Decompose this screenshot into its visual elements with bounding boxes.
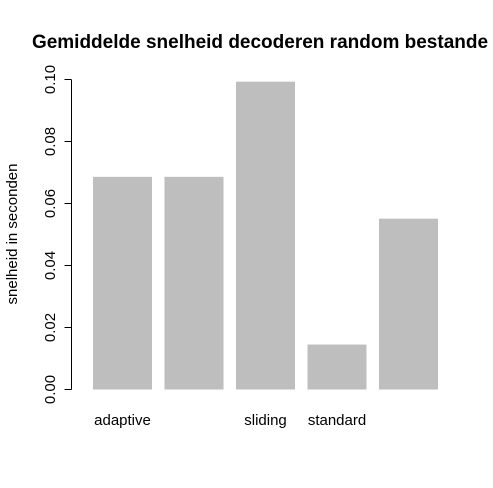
x-tick-label: adaptive xyxy=(94,412,151,429)
x-tick-label: sliding xyxy=(244,412,287,429)
y-axis: 0.00 0.02 0.04 0.06 0.08 0.10 xyxy=(42,65,72,404)
bar xyxy=(307,344,367,390)
y-tick-label: 0.00 xyxy=(42,375,59,404)
y-tick-label: 0.04 xyxy=(42,251,59,280)
bar xyxy=(236,81,295,390)
x-tick-label: standard xyxy=(308,412,366,429)
y-tick-label: 0.08 xyxy=(42,127,59,156)
bar xyxy=(93,176,152,390)
y-tick-label: 0.06 xyxy=(42,189,59,218)
x-axis-labels: adaptive sliding standard xyxy=(94,412,366,429)
y-tick-label: 0.02 xyxy=(42,313,59,342)
bars xyxy=(93,81,438,390)
y-axis-label: snelheid in seconden xyxy=(4,164,21,305)
bar xyxy=(379,218,438,390)
bar xyxy=(164,176,224,390)
chart-title: Gemiddelde snelheid decoderen random bes… xyxy=(32,32,488,53)
y-tick-label: 0.10 xyxy=(42,65,59,94)
